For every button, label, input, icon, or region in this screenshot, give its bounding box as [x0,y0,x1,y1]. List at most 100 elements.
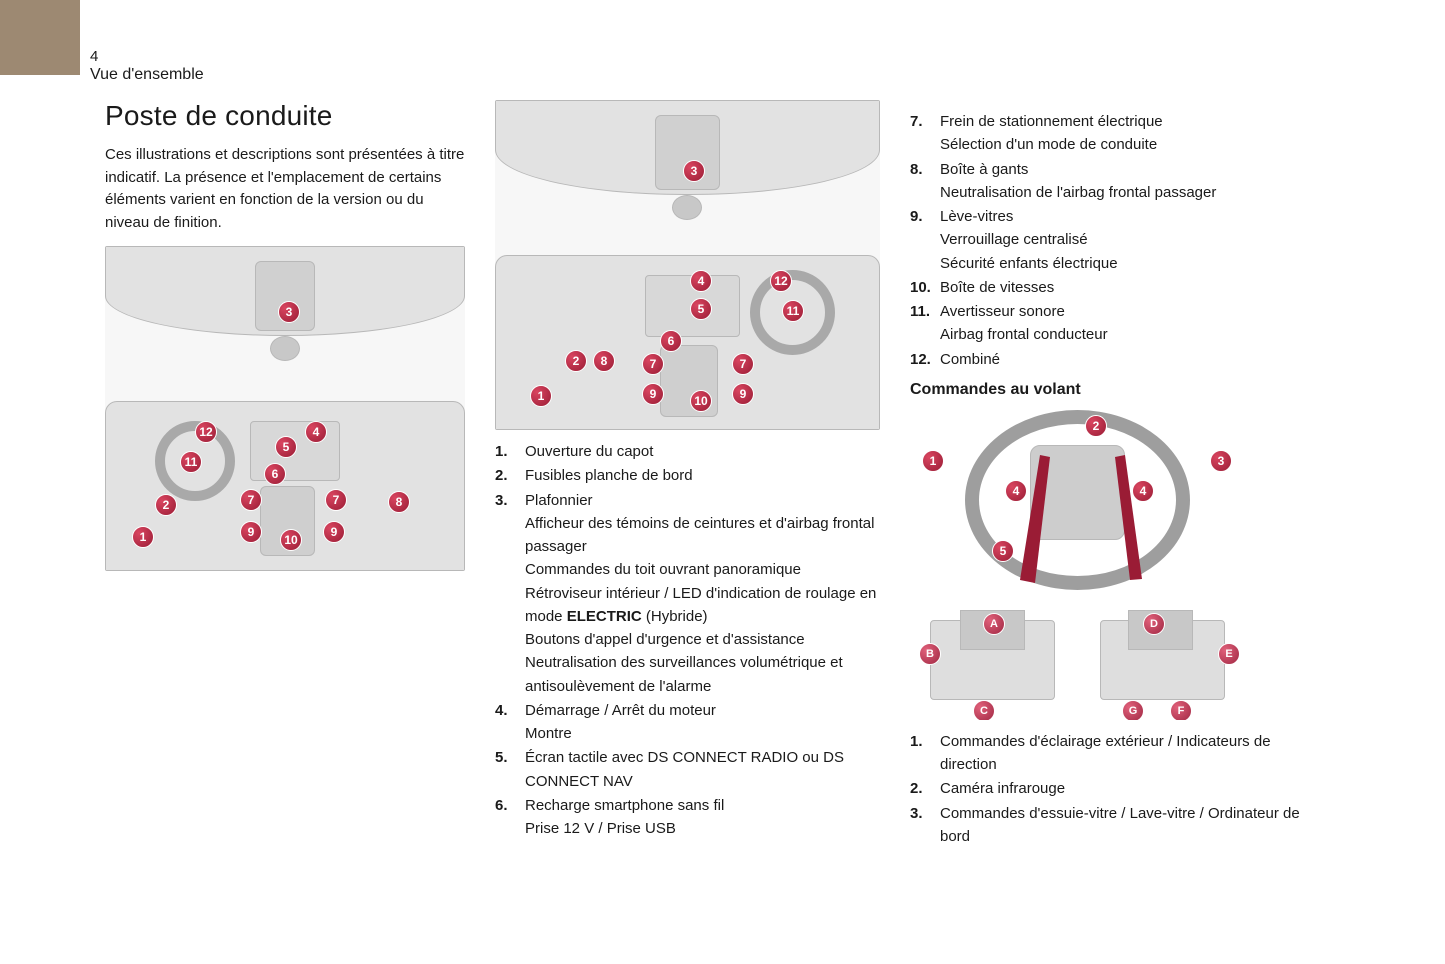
callout-marker-2: 2 [565,350,587,372]
item-line: Rétroviseur intérieur / LED d'indication… [525,582,880,629]
item-text: Ouverture du capot [525,440,880,463]
item-text: Boîte de vitesses [940,276,1300,299]
item-number: 10. [910,276,940,299]
list-item: 2.Fusibles planche de bord [495,464,880,487]
callout-letter-B: B [919,643,941,665]
item-line: Airbag frontal conducteur [940,323,1300,346]
item-text: Commandes d'éclairage extérieur / Indica… [940,730,1300,777]
callout-marker-9: 9 [323,521,345,543]
item-line: Lève-vitres [940,205,1300,228]
list-item: 5.Écran tactile avec DS CONNECT RADIO ou… [495,746,880,793]
item-text: Écran tactile avec DS CONNECT RADIO ou D… [525,746,880,793]
list-item: 12.Combiné [910,348,1300,371]
item-number: 5. [495,746,525,793]
item-line: Ouverture du capot [525,440,880,463]
list-item: 1.Commandes d'éclairage extérieur / Indi… [910,730,1300,777]
callout-marker-7: 7 [325,489,347,511]
content: Poste de conduite Ces illustrations et d… [105,100,1390,849]
list-item: 7.Frein de stationnement électriqueSélec… [910,110,1300,157]
item-line: Démarrage / Arrêt du moteur [525,699,880,722]
item-text: Frein de stationnement électriqueSélecti… [940,110,1300,157]
list-item: 6.Recharge smartphone sans filPrise 12 V… [495,794,880,841]
item-line: Frein de stationnement électrique [940,110,1300,133]
item-number: 2. [910,777,940,800]
callout-marker-6: 6 [264,463,286,485]
item-line: Sécurité enfants électrique [940,252,1300,275]
callout-letter-D: D [1143,613,1165,635]
item-number: 7. [910,110,940,157]
callout-marker-1: 1 [530,385,552,407]
callout-marker-8: 8 [388,491,410,513]
callout-marker-4: 4 [1132,480,1154,502]
diagram-steering: 123445ABCDEFG [910,405,1250,720]
item-line: Boîte de vitesses [940,276,1300,299]
item-line: Neutralisation des surveillances volumét… [525,651,880,698]
column-3: 7.Frein de stationnement électriqueSélec… [910,100,1300,849]
list-steering: 1.Commandes d'éclairage extérieur / Indi… [910,730,1300,848]
item-number: 3. [910,802,940,849]
callout-marker-2: 2 [155,494,177,516]
item-text: Avertisseur sonoreAirbag frontal conduct… [940,300,1300,347]
list-item: 11.Avertisseur sonoreAirbag frontal cond… [910,300,1300,347]
item-line: Verrouillage centralisé [940,228,1300,251]
list-item: 2.Caméra infrarouge [910,777,1300,800]
item-line: Commandes d'essuie-vitre / Lave-vitre / … [940,802,1300,849]
list-item: 3.PlafonnierAfficheur des témoins de cei… [495,489,880,698]
list-main: 1.Ouverture du capot2.Fusibles planche d… [495,440,880,840]
callout-marker-1: 1 [132,526,154,548]
item-line: Recharge smartphone sans fil [525,794,880,817]
callout-marker-3: 3 [278,301,300,323]
item-line: Neutralisation de l'airbag frontal passa… [940,181,1300,204]
page-title: Poste de conduite [105,100,465,132]
item-number: 11. [910,300,940,347]
item-line: Prise 12 V / Prise USB [525,817,880,840]
item-line: Écran tactile avec DS CONNECT RADIO ou D… [525,746,880,793]
callout-marker-7: 7 [642,353,664,375]
diagram-dashboard-right: 12345677899101112 [495,100,880,430]
item-number: 8. [910,158,940,205]
item-text: Fusibles planche de bord [525,464,880,487]
item-number: 1. [495,440,525,463]
callout-marker-12: 12 [770,270,792,292]
callout-marker-5: 5 [992,540,1014,562]
item-text: PlafonnierAfficheur des témoins de ceint… [525,489,880,698]
callout-marker-7: 7 [732,353,754,375]
callout-letter-E: E [1218,643,1240,665]
item-text: Démarrage / Arrêt du moteurMontre [525,699,880,746]
callout-marker-9: 9 [732,383,754,405]
callout-marker-6: 6 [660,330,682,352]
item-line: Combiné [940,348,1300,371]
callout-marker-4: 4 [305,421,327,443]
callout-letter-C: C [973,700,995,720]
list-item: 3.Commandes d'essuie-vitre / Lave-vitre … [910,802,1300,849]
item-line: Commandes du toit ouvrant panoramique [525,558,880,581]
item-line: Afficheur des témoins de ceintures et d'… [525,512,880,559]
item-line: Fusibles planche de bord [525,464,880,487]
item-number: 4. [495,699,525,746]
callout-marker-2: 2 [1085,415,1107,437]
callout-letter-F: F [1170,700,1192,720]
item-number: 2. [495,464,525,487]
callout-marker-9: 9 [642,383,664,405]
callout-marker-10: 10 [280,529,302,551]
callout-marker-1: 1 [922,450,944,472]
list-item: 1.Ouverture du capot [495,440,880,463]
callout-marker-11: 11 [782,300,804,322]
item-line: Sélection d'un mode de conduite [940,133,1300,156]
item-line: Plafonnier [525,489,880,512]
item-number: 1. [910,730,940,777]
steering-heading: Commandes au volant [910,381,1300,399]
item-line: Caméra infrarouge [940,777,1300,800]
item-line: Avertisseur sonore [940,300,1300,323]
callout-marker-4: 4 [690,270,712,292]
item-text: Combiné [940,348,1300,371]
intro-text: Ces illustrations et descriptions sont p… [105,144,465,234]
callout-marker-12: 12 [195,421,217,443]
item-text: Caméra infrarouge [940,777,1300,800]
callout-marker-9: 9 [240,521,262,543]
item-text: Lève-vitresVerrouillage centraliséSécuri… [940,205,1300,275]
column-2: 12345677899101112 1.Ouverture du capot2.… [495,100,880,849]
list-item: 10.Boîte de vitesses [910,276,1300,299]
list-right: 7.Frein de stationnement électriqueSélec… [910,110,1300,371]
callout-marker-8: 8 [593,350,615,372]
